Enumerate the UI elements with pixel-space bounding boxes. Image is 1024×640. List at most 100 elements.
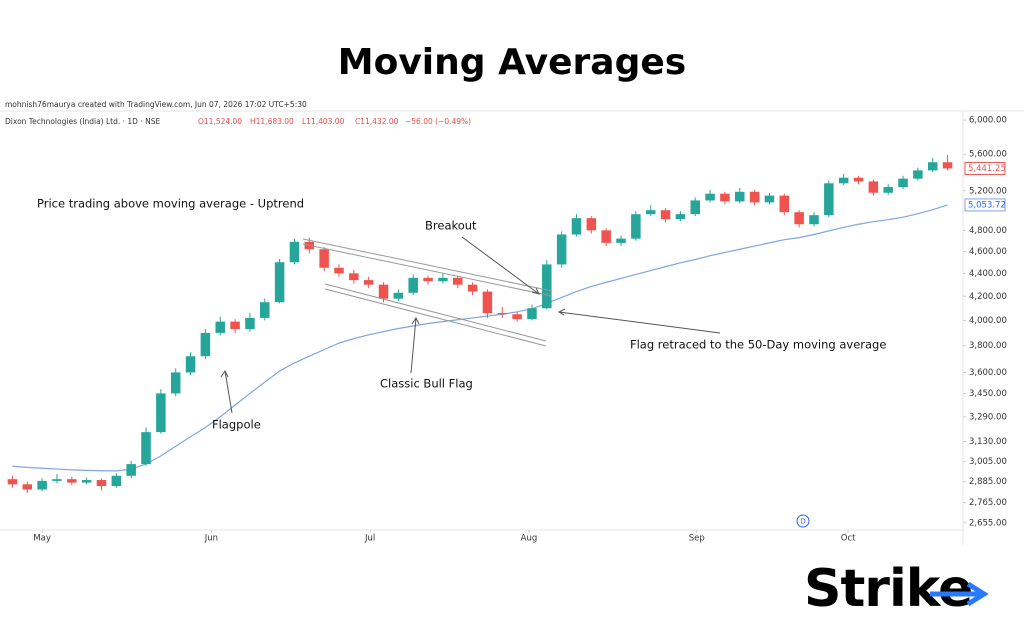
candle-body [482, 291, 493, 314]
candle-body [245, 317, 255, 330]
y-tick-label: 5,200.00 [969, 186, 1007, 196]
candle-body [764, 195, 775, 203]
annotation: Flagpole [212, 418, 261, 432]
candle-body [274, 262, 285, 303]
candle-body [126, 464, 136, 476]
candle-body [289, 241, 300, 263]
y-tick-label: 4,800.00 [969, 226, 1007, 236]
ma-price-label: 5,053.72 [968, 200, 1006, 210]
candle-body [705, 193, 715, 201]
candle-body [141, 432, 151, 465]
candle-body [913, 170, 923, 179]
candle-body [809, 215, 819, 225]
ohlc-low: L11,403.00 [302, 117, 345, 126]
x-tick-label: Aug [521, 534, 538, 544]
y-tick-label: 4,400.00 [969, 269, 1007, 279]
candle-body [185, 356, 196, 373]
candle-body [749, 191, 760, 203]
y-tick-label: 2,885.00 [969, 477, 1007, 487]
candle-body [645, 210, 656, 215]
y-tick-label: 3,130.00 [969, 437, 1007, 447]
y-tick-label: 4,000.00 [969, 316, 1007, 326]
candle-body [67, 479, 77, 483]
chart-title: Moving Averages [338, 42, 686, 83]
candle-body [675, 214, 686, 220]
candle-body [497, 313, 508, 315]
candle-body [7, 479, 18, 485]
flag-line [302, 238, 553, 292]
annotation: Breakout [425, 219, 477, 233]
candle-body [868, 181, 879, 193]
ohlc-high: H11,683.00 [250, 117, 294, 126]
candle-body [52, 479, 62, 481]
moving-average-line [12, 204, 948, 472]
candle-body [735, 191, 745, 202]
candle-body [393, 292, 404, 299]
event-marker [796, 514, 810, 528]
annotation: Classic Bull Flag [380, 377, 473, 391]
candle-body [586, 218, 597, 231]
candle-body [200, 332, 211, 357]
candle-body [408, 277, 418, 293]
candle-body [438, 277, 448, 282]
annotation: Flag retraced to the 50-Day moving avera… [630, 338, 886, 352]
last-price-box [964, 161, 1006, 175]
candle-body [824, 183, 834, 216]
candle-body [601, 230, 611, 243]
candle-body [467, 284, 478, 292]
candle-body [556, 234, 567, 265]
candle-body [230, 321, 240, 330]
candle-body [690, 200, 700, 215]
last-price-label: 5,441.25 [968, 164, 1006, 174]
flag-line [302, 243, 553, 297]
arrow [220, 370, 233, 414]
candle-body [616, 238, 626, 243]
candle-body [215, 321, 225, 333]
candle-body [720, 193, 730, 202]
candle-body [37, 480, 47, 490]
x-tick-label: May [33, 534, 51, 544]
y-tick-label: 3,600.00 [969, 368, 1007, 378]
candle-body [111, 475, 122, 487]
candle-body [883, 187, 893, 193]
y-tick-label: 3,005.00 [969, 457, 1007, 467]
brand: Strike [804, 559, 972, 619]
candle-body [423, 277, 433, 282]
x-tick-label: Jun [204, 534, 218, 544]
candle-body [378, 284, 389, 299]
arrow [410, 317, 420, 374]
candle-body [927, 162, 938, 171]
candle-body [942, 162, 953, 169]
ohlc-close: C11,432.00 [355, 117, 399, 126]
candle-body [794, 212, 804, 225]
brand-arrow [930, 581, 989, 607]
annotation: Price trading above moving average - Upt… [37, 197, 304, 211]
candle-body [22, 484, 33, 490]
ohlc-open: O11,524.00 [198, 117, 242, 126]
candle-body [527, 308, 537, 320]
candle-body [260, 302, 270, 318]
flag-line [324, 288, 547, 347]
candle-body [512, 314, 522, 320]
event-marker-label: D [800, 518, 805, 526]
arrow [461, 236, 540, 295]
x-tick-label: Sep [689, 534, 705, 544]
y-tick-label: 3,450.00 [969, 389, 1007, 399]
candle-body [319, 249, 329, 268]
ohlc-change: −56.00 (−0.49%) [405, 117, 471, 126]
candle-body [452, 277, 463, 285]
candle-body [96, 480, 107, 487]
candle-body [779, 195, 790, 213]
candle-body [334, 267, 344, 274]
flag-line [324, 283, 547, 342]
candle-body [660, 210, 671, 220]
candle-body [631, 214, 641, 239]
y-tick-label: 4,600.00 [969, 247, 1007, 257]
credit: mohnish76maurya created with TradingView… [5, 100, 307, 109]
y-tick-label: 3,290.00 [969, 412, 1007, 422]
y-tick-label: 3,800.00 [969, 341, 1007, 351]
ma-price-box [964, 198, 1006, 212]
arrow [557, 308, 721, 334]
candle-body [363, 280, 374, 285]
